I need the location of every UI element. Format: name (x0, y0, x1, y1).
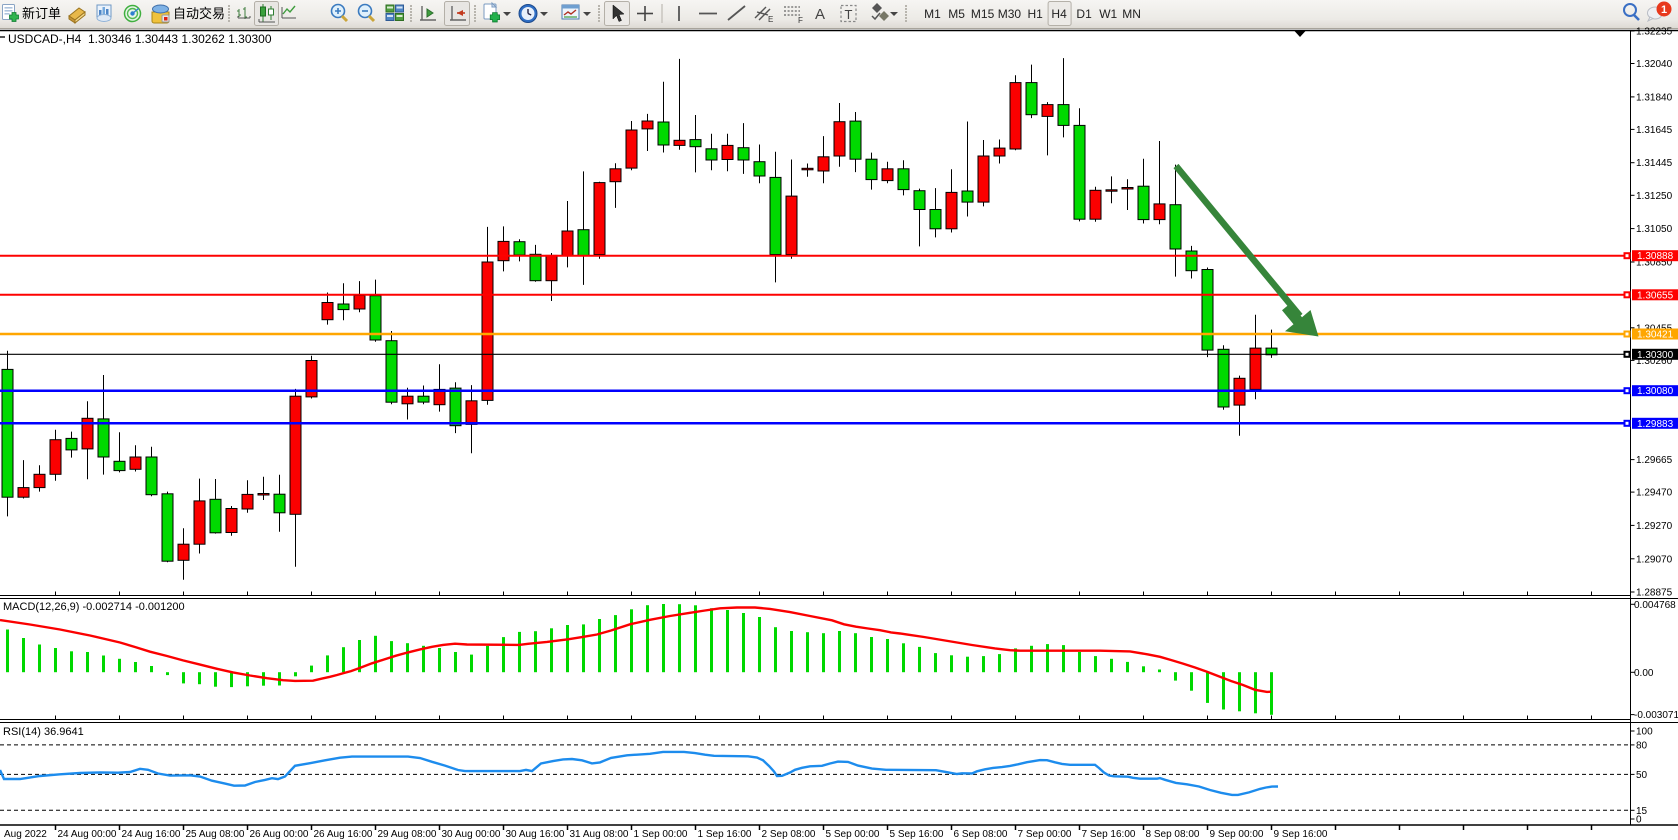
svg-text:M5: M5 (948, 7, 965, 21)
svg-text:1.29665: 1.29665 (1636, 455, 1673, 466)
svg-text:1.31050: 1.31050 (1636, 224, 1673, 235)
svg-text:MACD(12,26,9) -0.002714 -0.001: MACD(12,26,9) -0.002714 -0.001200 (3, 601, 185, 613)
svg-text:15: 15 (1636, 806, 1648, 817)
svg-text:1.30300: 1.30300 (1637, 350, 1674, 361)
svg-text:1 Sep 00:00: 1 Sep 00:00 (634, 829, 688, 840)
svg-text:26 Aug 16:00: 26 Aug 16:00 (314, 829, 373, 840)
svg-text:8 Sep 08:00: 8 Sep 08:00 (1146, 829, 1200, 840)
svg-text:-0.003071: -0.003071 (1634, 710, 1678, 721)
svg-text:80: 80 (1636, 741, 1648, 752)
svg-text:9 Sep 16:00: 9 Sep 16:00 (1274, 829, 1328, 840)
svg-text:1.32040: 1.32040 (1636, 59, 1673, 70)
svg-text:E: E (768, 15, 773, 24)
svg-text:1.32235: 1.32235 (1636, 27, 1673, 38)
svg-text:1.30080: 1.30080 (1637, 386, 1674, 397)
svg-text:H4: H4 (1051, 7, 1067, 21)
svg-text:T: T (845, 7, 853, 22)
svg-text:5 Sep 16:00: 5 Sep 16:00 (890, 829, 944, 840)
svg-text:M15: M15 (971, 7, 995, 21)
svg-text:1.31645: 1.31645 (1636, 125, 1673, 136)
svg-text:1.28875: 1.28875 (1636, 588, 1673, 599)
svg-text:1: 1 (1661, 4, 1667, 16)
svg-text:1.29070: 1.29070 (1636, 554, 1673, 565)
svg-text:新订单: 新订单 (22, 6, 61, 21)
svg-text:26 Aug 00:00: 26 Aug 00:00 (250, 829, 309, 840)
svg-text:1.31840: 1.31840 (1636, 92, 1673, 103)
svg-text:5 Sep 00:00: 5 Sep 00:00 (826, 829, 880, 840)
svg-text:M1: M1 (924, 7, 941, 21)
svg-text:1.31250: 1.31250 (1636, 191, 1673, 202)
svg-text:1.30421: 1.30421 (1637, 330, 1674, 341)
svg-text:2 Sep 08:00: 2 Sep 08:00 (762, 829, 816, 840)
svg-text:1.30888: 1.30888 (1637, 251, 1674, 262)
svg-text:H1: H1 (1028, 7, 1044, 21)
svg-text:F: F (798, 16, 803, 25)
svg-text:24 Aug 00:00: 24 Aug 00:00 (58, 829, 117, 840)
svg-text:W1: W1 (1099, 7, 1117, 21)
svg-text:7 Sep 00:00: 7 Sep 00:00 (1018, 829, 1072, 840)
svg-text:1.30850: 1.30850 (1636, 258, 1673, 269)
svg-text:RSI(14) 36.9641: RSI(14) 36.9641 (3, 726, 84, 738)
svg-text:24 Aug 16:00: 24 Aug 16:00 (122, 829, 181, 840)
svg-text:100: 100 (1636, 727, 1653, 738)
svg-text:6 Sep 08:00: 6 Sep 08:00 (954, 829, 1008, 840)
svg-text:M30: M30 (998, 7, 1022, 21)
svg-text:1 Sep 16:00: 1 Sep 16:00 (698, 829, 752, 840)
svg-text:0: 0 (1636, 815, 1642, 826)
svg-text:9 Sep 00:00: 9 Sep 00:00 (1210, 829, 1264, 840)
svg-text:1.30260: 1.30260 (1636, 356, 1673, 367)
svg-text:0.004768: 0.004768 (1634, 600, 1676, 611)
svg-text:自动交易: 自动交易 (173, 6, 225, 21)
svg-text:0.00: 0.00 (1634, 668, 1654, 679)
svg-text:25 Aug 08:00: 25 Aug 08:00 (186, 829, 245, 840)
svg-text:MN: MN (1122, 7, 1141, 21)
svg-text:Aug 2022: Aug 2022 (4, 829, 47, 840)
svg-text:50: 50 (1636, 770, 1648, 781)
svg-text:1.29470: 1.29470 (1636, 488, 1673, 499)
svg-text:30 Aug 16:00: 30 Aug 16:00 (506, 829, 565, 840)
svg-text:1.29270: 1.29270 (1636, 521, 1673, 532)
svg-text:7 Sep 16:00: 7 Sep 16:00 (1082, 829, 1136, 840)
svg-text:A: A (815, 6, 825, 23)
svg-text:29 Aug 08:00: 29 Aug 08:00 (378, 829, 437, 840)
svg-text:D1: D1 (1076, 7, 1092, 21)
svg-text:1.29883: 1.29883 (1637, 419, 1674, 430)
svg-text:USDCAD-,H4 1.30346 1.30443 1.: USDCAD-,H4 1.30346 1.30443 1.30262 1.303… (8, 32, 272, 46)
svg-text:1.31445: 1.31445 (1636, 158, 1673, 169)
svg-text:1.30655: 1.30655 (1637, 290, 1674, 301)
svg-text:31 Aug 08:00: 31 Aug 08:00 (570, 829, 629, 840)
svg-text:30 Aug 00:00: 30 Aug 00:00 (442, 829, 501, 840)
